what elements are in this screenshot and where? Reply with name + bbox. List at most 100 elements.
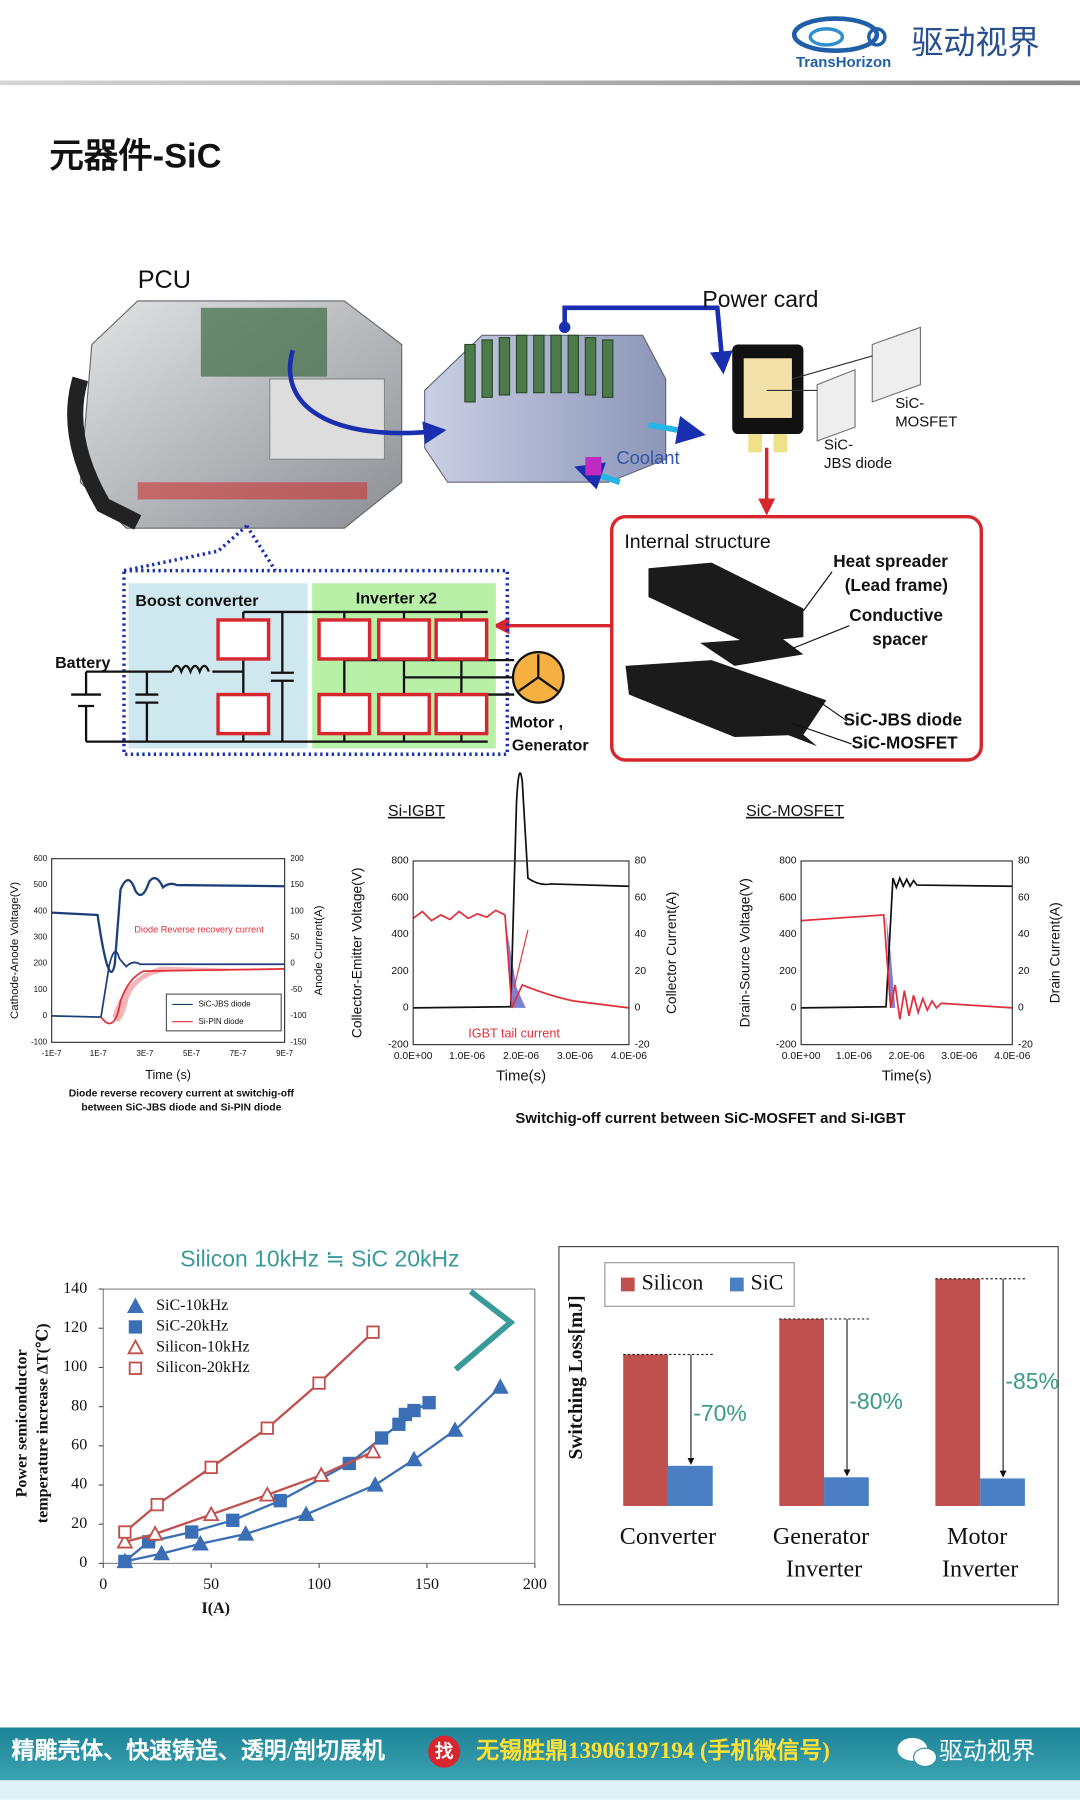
leader (791, 571, 852, 745)
point (146, 1525, 164, 1541)
y-tick-label: 600 (34, 854, 48, 863)
panel-heading: Si-IGBT (388, 802, 445, 820)
y-tick-label: 40 (71, 1476, 87, 1493)
y2-tick-label: 150 (290, 880, 304, 889)
x-tick-label: 200 (523, 1576, 547, 1593)
point (312, 1376, 326, 1390)
part-label: Conductive (849, 605, 943, 625)
waveform-traces (51, 772, 1013, 1032)
part-label: SiC-MOSFET (852, 732, 959, 752)
legend-entry: Silicon-10kHz (156, 1338, 250, 1355)
internal-box (610, 514, 984, 762)
y-axis-label: Switching Loss[mJ] (566, 1295, 587, 1459)
y-axis-label: temperature increase ΔT(℃) (34, 1323, 51, 1523)
y2-tick-label: 20 (1018, 966, 1030, 977)
y-tick-label: -100 (31, 1037, 48, 1046)
point (491, 1378, 509, 1394)
legend-entry: SiC-20kHz (156, 1318, 228, 1335)
caption: between SiC-JBS diode and Si-PIN diode (81, 1102, 281, 1113)
point (191, 1534, 209, 1551)
legend-entry: SiC-JBS diode (199, 1000, 252, 1009)
circuit-label: Boost converter (135, 592, 258, 610)
point (126, 1297, 144, 1313)
y-tick-label: 100 (34, 985, 48, 994)
circuit-label: Generator (512, 736, 589, 754)
point (374, 1431, 389, 1445)
point (237, 1525, 255, 1541)
terminal (773, 434, 788, 453)
y-tick-label: 500 (34, 880, 48, 889)
wechat-icon (913, 1747, 938, 1768)
y-tick-label: 0 (43, 1011, 48, 1020)
point (202, 1505, 220, 1522)
x-axis-label: I(A) (202, 1600, 231, 1617)
y2-axis-label: Collector Current(A) (664, 892, 679, 1014)
chip (816, 368, 856, 442)
x-tick-label: 7E-7 (230, 1049, 247, 1058)
bar (667, 1465, 713, 1506)
y-tick-label: 200 (34, 959, 48, 968)
legend-entry: Silicon (642, 1270, 704, 1294)
y2-axis-label: Drain Current(A) (1048, 902, 1063, 1003)
circuit-label: Inverter x2 (356, 590, 437, 608)
internal-label: Internal structure (624, 531, 770, 553)
y2-axis-label: Anode Current(A) (313, 905, 325, 995)
y2-tick-label: 200 (290, 854, 304, 863)
slide-title: 元器件-SiC (49, 138, 221, 176)
y-tick-label: 400 (779, 929, 796, 940)
x-tick-label: 3E-7 (136, 1049, 153, 1058)
x-tick-label: 3.0E-06 (557, 1051, 593, 1062)
part-label: spacer (872, 629, 928, 649)
x-tick-label: 50 (203, 1576, 219, 1593)
panel-frame (800, 860, 1013, 1046)
badge (428, 1735, 461, 1768)
y-tick-label: 140 (63, 1280, 87, 1297)
y2-tick-label: -20 (635, 1039, 650, 1050)
x-tick-label: 2.0E-06 (503, 1051, 539, 1062)
y-tick-label: -200 (388, 1039, 409, 1050)
y-tick-label: 120 (63, 1319, 87, 1336)
category-label: Converter (620, 1524, 716, 1550)
x-tick-label: 1.0E-06 (449, 1051, 485, 1062)
point (150, 1497, 164, 1512)
footer-slogan: 精雕壳体、快速铸造、透明/剖切展机 (11, 1737, 384, 1763)
pcu-label: PCU (138, 266, 191, 294)
y-tick-label: 80 (71, 1397, 87, 1414)
y2-tick-label: -20 (1018, 1039, 1033, 1050)
point (204, 1460, 218, 1475)
coolant-port (585, 456, 602, 476)
y2-tick-label: 60 (635, 892, 647, 903)
y2-tick-label: 80 (635, 856, 647, 867)
y2-tick-label: 0 (290, 959, 295, 968)
y2-tick-label: 40 (1018, 929, 1030, 940)
fit-line (124, 1450, 374, 1543)
point (297, 1505, 315, 1522)
x-tick-label: 1E-7 (90, 1049, 107, 1058)
annotation: Silicon 10kHz ≒ SiC 20kHz (180, 1245, 459, 1271)
x-axis-label: Time(s) (882, 1068, 932, 1085)
part-label: (Lead frame) (845, 575, 948, 595)
y2-tick-label: 60 (1018, 892, 1030, 903)
brand: 驱动视界 (911, 24, 1040, 60)
power-card-label: Power card (702, 286, 818, 312)
trace (51, 877, 285, 974)
x-tick-label: 150 (415, 1576, 439, 1593)
legend-entry: SiC-10kHz (156, 1297, 228, 1314)
circuit-label: Battery (55, 654, 110, 672)
point (364, 1442, 382, 1459)
y2-tick-label: 80 (1018, 856, 1030, 867)
footer-fade (0, 1780, 1080, 1800)
trace (100, 968, 285, 1025)
y-tick-label: 300 (34, 933, 48, 942)
annotation: Diode Reverse recovery current (134, 924, 264, 934)
y-tick-label: 800 (779, 856, 796, 867)
logo-swirl (791, 16, 880, 53)
power-card-inner (743, 358, 792, 418)
y2-tick-label: 0 (1018, 1003, 1024, 1014)
point (258, 1485, 276, 1502)
bar (824, 1477, 869, 1506)
point (366, 1325, 380, 1339)
trace (801, 875, 1013, 1009)
x-tick-label: 4.0E-06 (611, 1051, 647, 1062)
header-rule (0, 80, 1080, 86)
